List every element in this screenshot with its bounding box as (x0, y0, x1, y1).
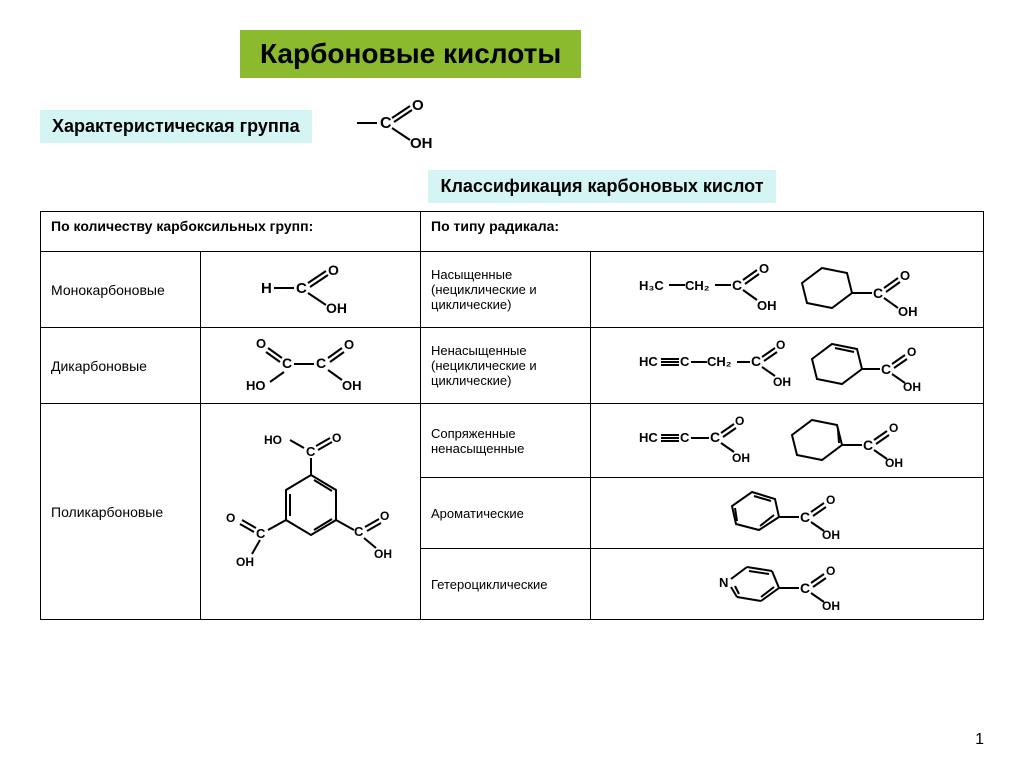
svg-text:OH: OH (236, 555, 254, 569)
svg-text:C: C (316, 355, 326, 371)
svg-text:HO: HO (264, 433, 282, 447)
svg-text:OH: OH (374, 547, 392, 561)
header-by-radical: По типу радикала: (421, 212, 984, 252)
cell-poly-label: Поликарбоновые (41, 404, 201, 620)
page-title-box: Карбоновые кислоты (240, 30, 581, 78)
svg-text:O: O (412, 97, 424, 114)
benzoic-acid-icon: C O OH (687, 484, 887, 539)
svg-text:O: O (332, 431, 341, 445)
svg-text:C: C (873, 285, 883, 301)
svg-text:HC: HC (639, 354, 658, 369)
svg-text:OH: OH (773, 375, 791, 389)
cell-unsaturated-label: Ненасыщенные (нециклические и циклически… (421, 328, 591, 404)
svg-text:C: C (732, 277, 742, 293)
trimesic-acid-icon: C HO O C O OH C O O (216, 430, 406, 590)
svg-text:O: O (328, 262, 339, 278)
cell-di-label: Дикарбоновые (41, 328, 201, 404)
svg-text:OH: OH (342, 378, 362, 393)
cell-aromatic-struct: C O OH (591, 478, 984, 549)
svg-text:O: O (776, 338, 785, 352)
cell-poly-struct: C HO O C O OH C O O (201, 404, 421, 620)
svg-text:N: N (719, 575, 728, 590)
svg-text:C: C (380, 115, 392, 132)
cell-heterocyclic-struct: N C O OH (591, 549, 984, 620)
pyridine-acid-icon: N C O OH (687, 555, 887, 610)
svg-text:O: O (826, 564, 835, 578)
cell-mono-label: Монокарбоновые (41, 252, 201, 328)
svg-text:O: O (380, 509, 389, 523)
svg-text:C: C (354, 524, 364, 539)
svg-text:O: O (759, 261, 769, 276)
oxalic-acid-icon: O C HO C O OH (236, 334, 386, 394)
svg-text:C: C (282, 355, 292, 371)
svg-text:HO: HO (246, 378, 266, 393)
svg-text:OH: OH (903, 380, 921, 394)
saturated-structures-icon: H₃C CH₂ C O OH C O OH (637, 258, 937, 318)
svg-text:C: C (800, 509, 810, 525)
svg-text:C: C (881, 361, 891, 377)
classification-heading: Классификация карбоновых кислот (440, 176, 763, 196)
cell-aromatic-label: Ароматические (421, 478, 591, 549)
svg-text:OH: OH (732, 451, 750, 465)
svg-text:C: C (680, 354, 690, 369)
page-number: 1 (975, 731, 984, 749)
cell-heterocyclic-label: Гетероциклические (421, 549, 591, 620)
classification-heading-wrap: Классификация карбоновых кислот (40, 170, 984, 203)
svg-text:OH: OH (410, 135, 433, 151)
svg-text:HC: HC (639, 430, 658, 445)
char-group-label: Характеристическая группа (52, 116, 300, 136)
svg-text:O: O (226, 511, 235, 525)
svg-text:C: C (256, 526, 266, 541)
char-group-row: Характеристическая группа C O OH (40, 96, 984, 156)
svg-text:OH: OH (757, 298, 777, 313)
classification-table: По количеству карбоксильных групп: По ти… (40, 211, 984, 620)
svg-text:O: O (907, 345, 916, 359)
svg-text:C: C (680, 430, 690, 445)
svg-text:O: O (826, 493, 835, 507)
svg-text:CH₂: CH₂ (685, 278, 710, 293)
cell-saturated-label: Насыщенные (нециклические и циклические) (421, 252, 591, 328)
svg-text:O: O (344, 337, 354, 352)
svg-text:H₃C: H₃C (639, 278, 664, 293)
svg-text:O: O (900, 268, 910, 283)
classification-heading-box: Классификация карбоновых кислот (428, 170, 775, 203)
svg-text:C: C (863, 437, 873, 453)
svg-text:O: O (735, 414, 744, 428)
svg-text:C: C (800, 580, 810, 596)
header-by-count: По количеству карбоксильных групп: (41, 212, 421, 252)
svg-text:O: O (889, 421, 898, 435)
unsaturated-structures-icon: HC C CH₂ C O OH C (637, 334, 937, 394)
svg-text:H: H (261, 280, 272, 297)
svg-text:C: C (751, 353, 761, 369)
svg-text:C: C (296, 280, 307, 297)
svg-text:C: C (306, 444, 316, 459)
svg-text:OH: OH (898, 304, 918, 318)
page-title: Карбоновые кислоты (260, 38, 561, 69)
cell-unsaturated-struct: HC C CH₂ C O OH C (591, 328, 984, 404)
cell-conjugated-label: Сопряженные ненасыщенные (421, 404, 591, 478)
cell-mono-struct: H C O OH (201, 252, 421, 328)
cell-saturated-struct: H₃C CH₂ C O OH C O OH (591, 252, 984, 328)
svg-text:OH: OH (885, 456, 903, 468)
svg-text:OH: OH (822, 599, 840, 610)
char-group-box: Характеристическая группа (40, 110, 312, 143)
svg-text:O: O (256, 336, 266, 351)
cooh-group-structure: C O OH (352, 96, 442, 156)
conjugated-structures-icon: HC C C O OH C O OH (637, 410, 937, 468)
svg-text:C: C (710, 429, 720, 445)
svg-text:OH: OH (822, 528, 840, 539)
cell-di-struct: O C HO C O OH (201, 328, 421, 404)
svg-text:CH₂: CH₂ (707, 354, 732, 369)
formic-acid-icon: H C O OH (256, 261, 366, 316)
cell-conjugated-struct: HC C C O OH C O OH (591, 404, 984, 478)
svg-text:OH: OH (326, 300, 347, 316)
